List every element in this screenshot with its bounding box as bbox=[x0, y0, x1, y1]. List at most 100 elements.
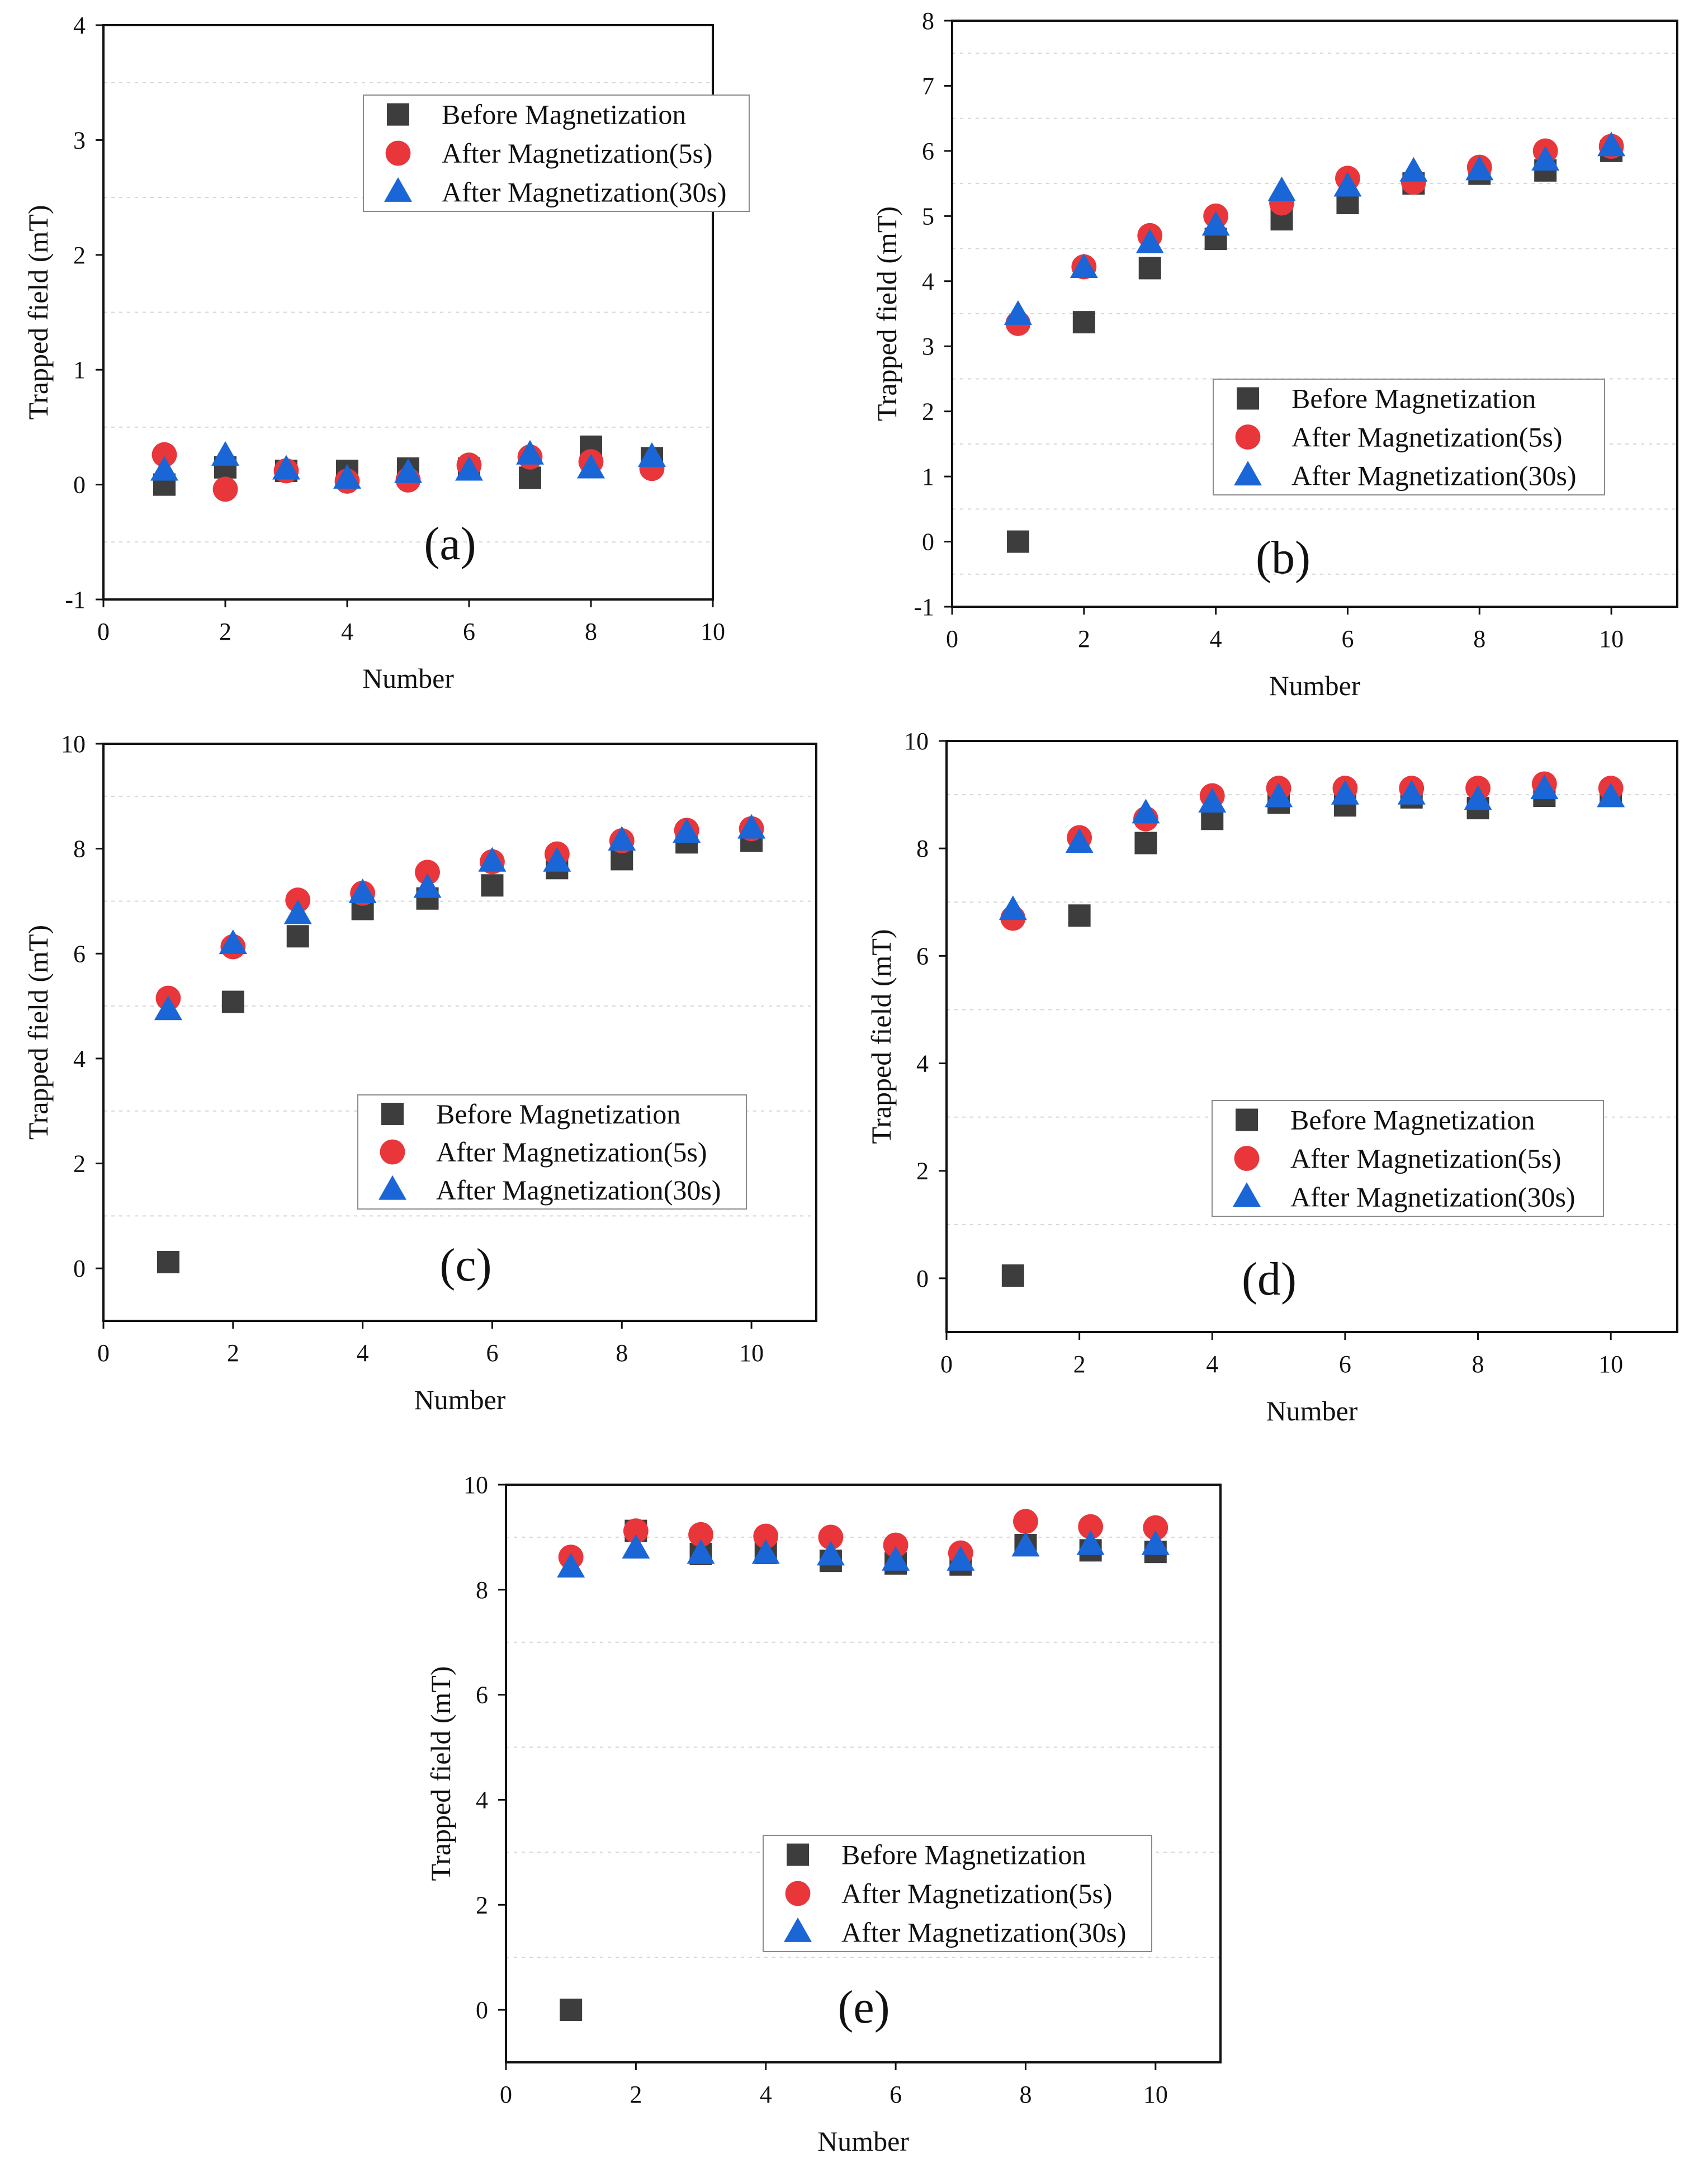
x-tick-label: 10 bbox=[1599, 625, 1624, 653]
y-tick-label: 3 bbox=[73, 126, 86, 154]
y-tick-label: -1 bbox=[914, 593, 934, 621]
legend-marker bbox=[1235, 424, 1261, 450]
y-tick-label: 6 bbox=[73, 940, 86, 967]
y-tick-label: 10 bbox=[463, 1471, 488, 1499]
data-point bbox=[1068, 904, 1091, 927]
series-after-30s bbox=[1004, 131, 1626, 325]
legend-entry-label: After Magnetization(30s) bbox=[1290, 1182, 1575, 1213]
data-point bbox=[481, 874, 504, 897]
legend-entry-label: After Magnetization(30s) bbox=[436, 1174, 721, 1206]
y-tick-label: 0 bbox=[922, 528, 934, 556]
legend-marker bbox=[1237, 387, 1259, 410]
data-point bbox=[1065, 828, 1094, 853]
y-tick-label: 10 bbox=[61, 730, 86, 758]
data-point bbox=[1132, 799, 1160, 824]
x-tick-label: 4 bbox=[1210, 625, 1222, 653]
plot-frame bbox=[505, 1484, 1222, 2063]
data-point bbox=[947, 1546, 975, 1571]
legend: Before Magnetization After Magnetization(… bbox=[357, 1094, 747, 1210]
data-point bbox=[688, 1522, 713, 1547]
x-tick-label: 10 bbox=[1598, 1350, 1623, 1378]
plot-frame bbox=[951, 20, 1678, 608]
y-tick-label: 4 bbox=[916, 1050, 929, 1078]
data-point bbox=[882, 1546, 910, 1571]
legend-entry-label: After Magnetization(30s) bbox=[442, 176, 727, 207]
legend-marker bbox=[1236, 1108, 1258, 1131]
data-point bbox=[1004, 300, 1032, 325]
y-tick-label: 4 bbox=[922, 268, 934, 295]
x-tick-label: 6 bbox=[890, 2081, 902, 2108]
x-tick-label: 2 bbox=[630, 2081, 642, 2108]
data-point bbox=[1070, 253, 1098, 278]
panel-label: (e) bbox=[838, 1981, 890, 2033]
data-point bbox=[286, 925, 309, 948]
panel-label: (d) bbox=[1242, 1253, 1297, 1305]
chart-panel-a: 0 2 4 6 8 10 -1 0 1 2 3 4 Number Trapped field (mT) Be… bbox=[22, 12, 750, 694]
x-axis-title: Number bbox=[414, 1384, 506, 1415]
legend-box bbox=[1212, 1100, 1604, 1217]
data-point bbox=[221, 990, 244, 1013]
data-point bbox=[623, 1518, 649, 1544]
x-tick-label: 10 bbox=[1143, 2081, 1168, 2108]
data-point bbox=[1076, 1530, 1105, 1555]
y-tick-label: 2 bbox=[476, 1891, 488, 1919]
legend: Before Magnetization After Magnetization(… bbox=[363, 95, 750, 212]
legend-box bbox=[763, 1835, 1152, 1952]
x-tick-label: 8 bbox=[616, 1339, 628, 1367]
x-tick-label: 0 bbox=[97, 618, 110, 645]
legend-entry-label: After Magnetization(5s) bbox=[442, 138, 713, 169]
y-tick-label: 5 bbox=[922, 202, 934, 230]
data-point bbox=[1597, 131, 1626, 157]
legend-marker bbox=[385, 140, 411, 166]
y-tick-label: 4 bbox=[476, 1786, 488, 1813]
chart-panel-c: 0 2 4 6 8 10 0 2 4 6 8 10 Number Trapped field (mT) Be… bbox=[22, 730, 817, 1415]
data-point bbox=[999, 895, 1027, 920]
plot-frame bbox=[102, 743, 817, 1322]
data-point bbox=[1267, 176, 1296, 201]
x-tick-label: 2 bbox=[227, 1339, 239, 1367]
data-point bbox=[560, 1999, 583, 2022]
x-axis-title: Number bbox=[1266, 1395, 1358, 1427]
data-point bbox=[1265, 782, 1293, 807]
series-after-5s bbox=[155, 816, 764, 1011]
data-point bbox=[212, 476, 238, 502]
y-axis-title: Trapped field (mT) bbox=[425, 1666, 456, 1881]
x-tick-label: 2 bbox=[219, 618, 231, 645]
y-tick-label: 8 bbox=[916, 835, 929, 862]
series-after-5s bbox=[1000, 771, 1624, 931]
legend-entry-label: Before Magnetization bbox=[436, 1098, 680, 1130]
data-point bbox=[154, 995, 182, 1021]
y-tick-label: 0 bbox=[916, 1265, 929, 1292]
data-point bbox=[1078, 1514, 1104, 1539]
x-tick-label: 6 bbox=[1339, 1350, 1351, 1378]
y-tick-label: 6 bbox=[922, 138, 934, 165]
x-tick-label: 4 bbox=[1206, 1350, 1218, 1378]
series-after-30s bbox=[154, 814, 766, 1021]
data-point bbox=[272, 455, 300, 480]
legend-marker bbox=[387, 103, 409, 126]
data-point bbox=[557, 1552, 585, 1578]
x-tick-label: 0 bbox=[500, 2081, 512, 2108]
data-point bbox=[394, 458, 422, 483]
y-tick-label: 2 bbox=[916, 1158, 929, 1185]
y-tick-label: 0 bbox=[73, 471, 86, 499]
data-point bbox=[219, 929, 247, 954]
x-tick-label: 8 bbox=[585, 618, 597, 645]
panel-label: (b) bbox=[1256, 532, 1310, 584]
data-point bbox=[753, 1523, 779, 1549]
data-point bbox=[1143, 1515, 1168, 1541]
y-tick-label: 6 bbox=[476, 1682, 488, 1709]
legend-marker bbox=[380, 1139, 405, 1165]
legend-marker bbox=[384, 177, 412, 202]
chart-panel-b: 0 2 4 6 8 10 -1 0 1 2 3 4 5 6 7 8 Number Trapped field (m… bbox=[871, 7, 1678, 701]
legend-entry-label: After Magnetization(5s) bbox=[1290, 1143, 1562, 1174]
legend-box bbox=[363, 95, 750, 212]
data-point bbox=[413, 873, 442, 898]
plot-frame bbox=[102, 24, 714, 601]
data-point bbox=[157, 1250, 179, 1273]
y-tick-label: 8 bbox=[476, 1576, 488, 1604]
legend-marker bbox=[381, 1103, 404, 1125]
data-point bbox=[1011, 1532, 1040, 1557]
x-axis-title: Number bbox=[362, 663, 454, 694]
chart-panel-d: 0 2 4 6 8 10 0 2 4 6 8 10 Number Trapped field (mT) Be… bbox=[865, 728, 1678, 1427]
